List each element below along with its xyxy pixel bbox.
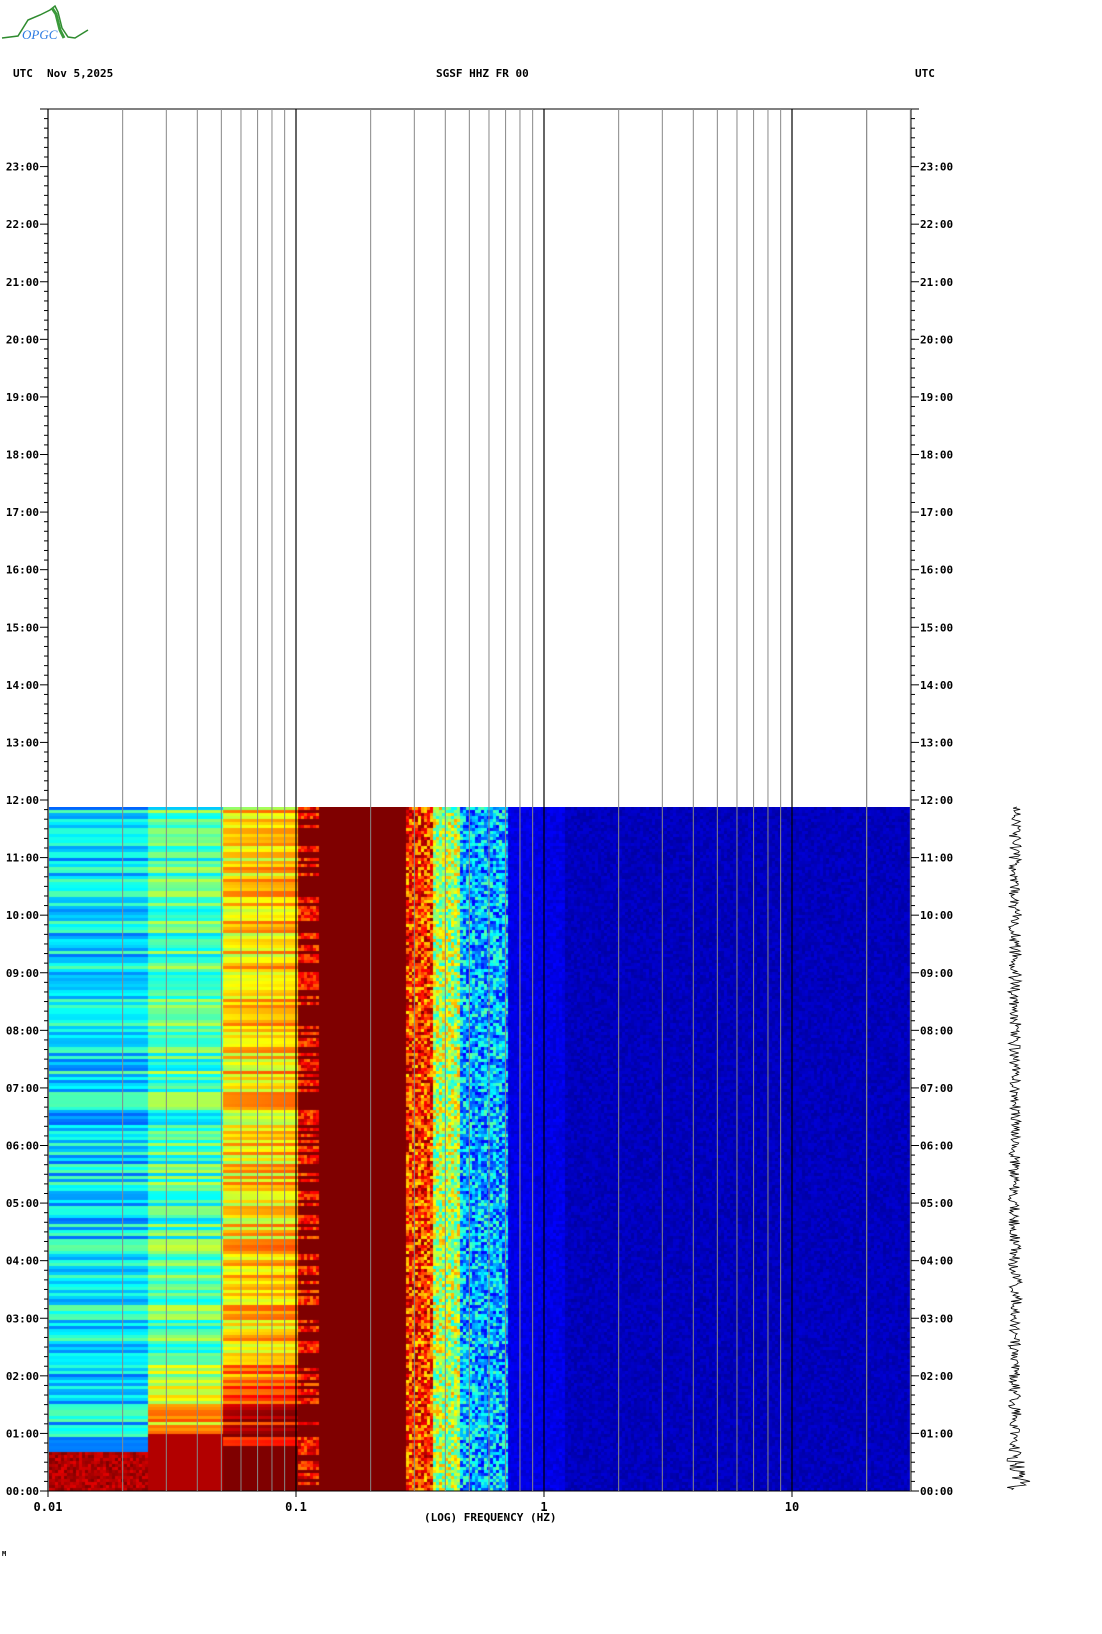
right-hour-label: 06:00 [920, 1140, 953, 1153]
left-hour-label: 04:00 [6, 1255, 39, 1268]
spectrogram-heatmap [49, 807, 911, 1491]
opgc-logo [1, 4, 89, 39]
left-hour-label: 11:00 [6, 852, 39, 865]
right-hour-label: 02:00 [920, 1370, 953, 1383]
left-hour-label: 07:00 [6, 1082, 39, 1095]
right-hour-label: 01:00 [920, 1427, 953, 1440]
left-hour-label: 05:00 [6, 1197, 39, 1210]
right-hour-label: 20:00 [920, 333, 953, 346]
right-hour-label: 00:00 [920, 1485, 953, 1498]
left-hour-label: 22:00 [6, 218, 39, 231]
right-hour-label: 08:00 [920, 1024, 953, 1037]
left-hour-label: 17:00 [6, 506, 39, 519]
left-hour-label: 09:00 [6, 967, 39, 980]
right-hour-label: 17:00 [920, 506, 953, 519]
left-hour-label: 12:00 [6, 794, 39, 807]
left-hour-label: 03:00 [6, 1312, 39, 1325]
right-hour-label: 15:00 [920, 621, 953, 634]
x-tick-label: 0.01 [34, 1500, 63, 1514]
right-hour-label: 10:00 [920, 909, 953, 922]
left-hour-label: 18:00 [6, 449, 39, 462]
left-hour-label: 21:00 [6, 276, 39, 289]
left-hour-label: 20:00 [6, 333, 39, 346]
right-hour-label: 18:00 [920, 449, 953, 462]
footer-mark: M [2, 1550, 7, 1558]
right-hour-label: 03:00 [920, 1312, 953, 1325]
right-hour-label: 04:00 [920, 1255, 953, 1268]
right-hour-label: 14:00 [920, 679, 953, 692]
logo-text: OPGC [22, 27, 58, 42]
left-hour-label: 14:00 [6, 679, 39, 692]
x-axis-label: (LOG) FREQUENCY (HZ) [424, 1511, 557, 1524]
x-tick-label: 0.1 [285, 1500, 307, 1514]
right-hour-label: 23:00 [920, 161, 953, 174]
right-hour-label: 16:00 [920, 564, 953, 577]
right-hour-label: 09:00 [920, 967, 953, 980]
left-hour-label: 06:00 [6, 1140, 39, 1153]
right-hour-label: 12:00 [920, 794, 953, 807]
left-hour-label: 13:00 [6, 736, 39, 749]
right-hour-label: 19:00 [920, 391, 953, 404]
left-hour-label: 15:00 [6, 621, 39, 634]
left-hour-label: 02:00 [6, 1370, 39, 1383]
x-tick-label: 10 [785, 1500, 799, 1514]
right-hour-label: 07:00 [920, 1082, 953, 1095]
seismogram-trace [1006, 806, 1031, 1491]
right-hour-label: 13:00 [920, 736, 953, 749]
left-hour-label: 08:00 [6, 1024, 39, 1037]
station-title: SGSF HHZ FR 00 [436, 67, 529, 80]
x-tick-label: 1 [540, 1500, 547, 1514]
left-hour-label: 10:00 [6, 909, 39, 922]
left-hour-label: 00:00 [6, 1485, 39, 1498]
right-hour-label: 21:00 [920, 276, 953, 289]
left-timezone-label: UTC [13, 67, 33, 80]
right-hour-label: 11:00 [920, 852, 953, 865]
right-timezone-label: UTC [915, 67, 935, 80]
right-hour-label: 05:00 [920, 1197, 953, 1210]
date-label: Nov 5,2025 [47, 67, 114, 80]
left-hour-label: 19:00 [6, 391, 39, 404]
left-hour-label: 01:00 [6, 1427, 39, 1440]
left-hour-label: 23:00 [6, 161, 39, 174]
left-hour-label: 16:00 [6, 564, 39, 577]
right-hour-label: 22:00 [920, 218, 953, 231]
plot-frame [47, 108, 912, 1492]
